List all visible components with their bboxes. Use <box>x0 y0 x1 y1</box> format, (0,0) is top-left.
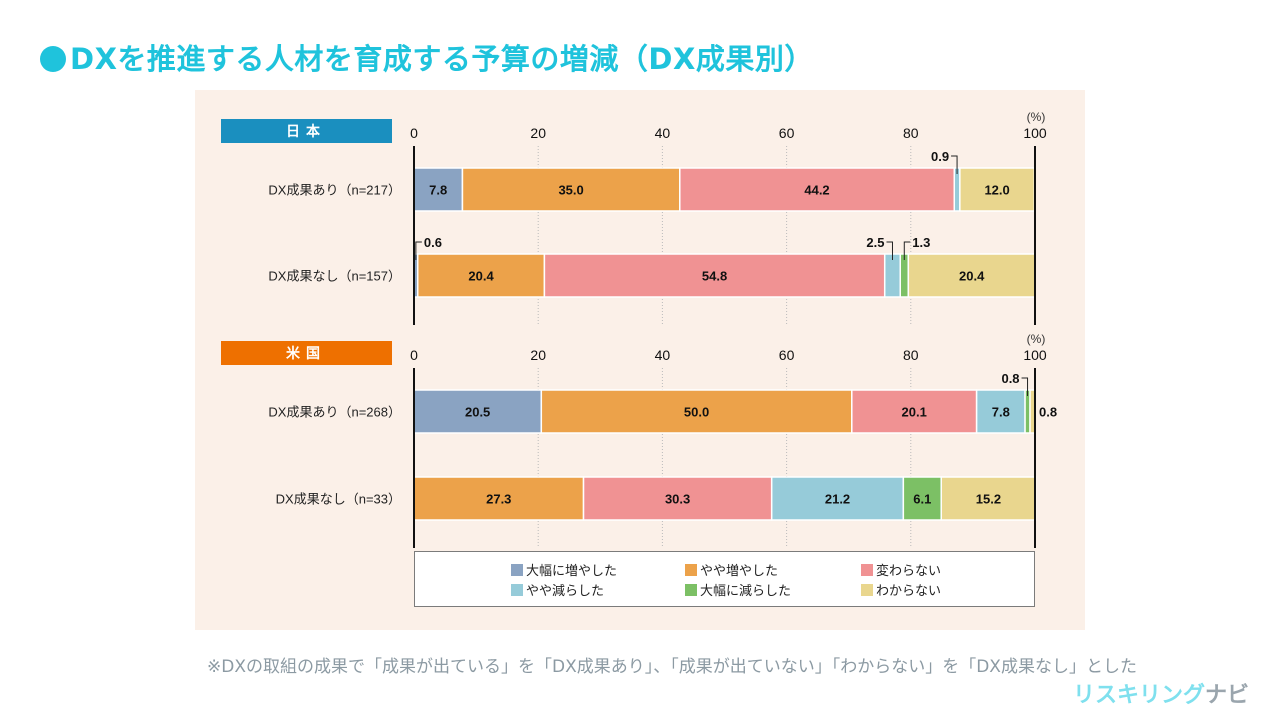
data-label: 21.2 <box>825 492 850 507</box>
bar-segment <box>953 167 961 212</box>
data-label: 0.9 <box>931 149 949 164</box>
data-label: 27.3 <box>486 492 511 507</box>
page-title: DXを推進する人材を育成する予算の増減（DX成果別） <box>40 36 814 78</box>
data-label: 20.4 <box>959 269 985 284</box>
group-header-label: 米国 <box>286 345 326 361</box>
legend-swatch <box>685 583 697 596</box>
legend-label: 大幅に減らした <box>700 584 792 599</box>
bar-segment <box>679 167 956 212</box>
callout-line <box>903 241 911 260</box>
category-label: DX成果あり（n=268） <box>268 405 401 420</box>
bar-segment <box>907 253 1036 298</box>
legend-swatch <box>511 583 523 596</box>
data-label: 20.4 <box>468 269 494 284</box>
legend-label: わからない <box>876 584 942 599</box>
bar-segment <box>975 389 1026 434</box>
legend-swatch <box>861 563 873 576</box>
legend-swatch <box>861 583 873 596</box>
category-label: DX成果なし（n=33） <box>276 492 401 507</box>
bar-segment <box>959 167 1036 212</box>
bullet-dot-icon <box>40 46 66 72</box>
callout-line <box>886 241 893 260</box>
bar-segment <box>413 476 585 521</box>
data-label: 20.5 <box>465 405 490 420</box>
tick-label: 60 <box>779 347 795 363</box>
bar-segment <box>413 167 464 212</box>
legend-item: やや減らした <box>511 580 604 599</box>
data-label: 12.0 <box>984 183 1009 198</box>
legend-item: わからない <box>861 580 941 599</box>
logo: リスキリングナビ <box>1073 677 1249 709</box>
bar-segment <box>582 476 773 521</box>
data-label: 15.2 <box>976 492 1001 507</box>
data-label: 35.0 <box>558 183 583 198</box>
tick-label: 20 <box>530 347 546 363</box>
tick-label: 20 <box>530 125 546 141</box>
callout-line <box>951 155 958 174</box>
legend: 大幅に増やした やや増やした 変わらないやや減らした 大幅に減らした わからない <box>414 551 1035 607</box>
axis-unit-label: (%) <box>1027 332 1046 346</box>
axis-unit-label: (%) <box>1027 110 1046 124</box>
logo-part2: ナビ <box>1205 683 1250 708</box>
category-label: DX成果あり（n=217） <box>268 183 401 198</box>
legend-item: やや増やした <box>685 560 778 579</box>
footnote: ※DXの取組の成果で「成果が出ている」を「DX成果あり」、「成果が出ていない」「… <box>207 657 1137 677</box>
data-label: 54.8 <box>702 269 727 284</box>
tick-label: 80 <box>903 347 919 363</box>
data-label: 0.8 <box>1001 371 1019 386</box>
data-label: 20.1 <box>902 405 927 420</box>
group-header-label: 日本 <box>286 123 326 139</box>
tick-label: 60 <box>779 125 795 141</box>
callout-line <box>1021 377 1029 396</box>
bar-segment <box>902 476 942 521</box>
data-label: 2.5 <box>866 235 884 250</box>
group-header-1 <box>221 341 392 365</box>
bar-segment <box>461 167 681 212</box>
legend-label: 変わらない <box>876 564 942 579</box>
data-label: 7.8 <box>429 183 447 198</box>
tick-label: 80 <box>903 125 919 141</box>
data-label: 7.8 <box>992 405 1010 420</box>
legend-swatch <box>685 563 697 576</box>
bar-segment <box>851 389 978 434</box>
page-title-text: DXを推進する人材を育成する予算の増減（DX成果別） <box>70 42 814 76</box>
legend-label: やや増やした <box>700 564 779 579</box>
data-label: 1.3 <box>912 235 930 250</box>
tick-label: 100 <box>1023 125 1047 141</box>
data-label: 6.1 <box>913 492 931 507</box>
legend-item: 大幅に増やした <box>511 560 617 579</box>
logo-part1: リスキリング <box>1073 683 1206 708</box>
tick-label: 0 <box>410 125 418 141</box>
bar-segment <box>770 476 905 521</box>
tick-label: 40 <box>655 347 671 363</box>
callout-line <box>415 241 422 260</box>
tick-label: 40 <box>655 125 671 141</box>
tick-label: 0 <box>410 347 418 363</box>
data-label: 30.3 <box>665 492 690 507</box>
data-label: 44.2 <box>804 183 829 198</box>
tick-label: 100 <box>1023 347 1047 363</box>
group-header-0 <box>221 119 392 143</box>
bar-segment <box>940 476 1037 521</box>
legend-item: 大幅に減らした <box>685 580 791 599</box>
data-label: 50.0 <box>684 405 709 420</box>
bar-segment <box>899 253 910 298</box>
legend-item: 変わらない <box>861 560 941 579</box>
legend-swatch <box>511 563 523 576</box>
legend-label: やや減らした <box>526 584 605 599</box>
legend-label: 大幅に増やした <box>526 564 618 579</box>
data-label: 0.8 <box>1039 405 1057 420</box>
bar-segment <box>883 253 901 298</box>
data-label: 0.6 <box>424 235 442 250</box>
category-label: DX成果なし（n=157） <box>268 269 401 284</box>
